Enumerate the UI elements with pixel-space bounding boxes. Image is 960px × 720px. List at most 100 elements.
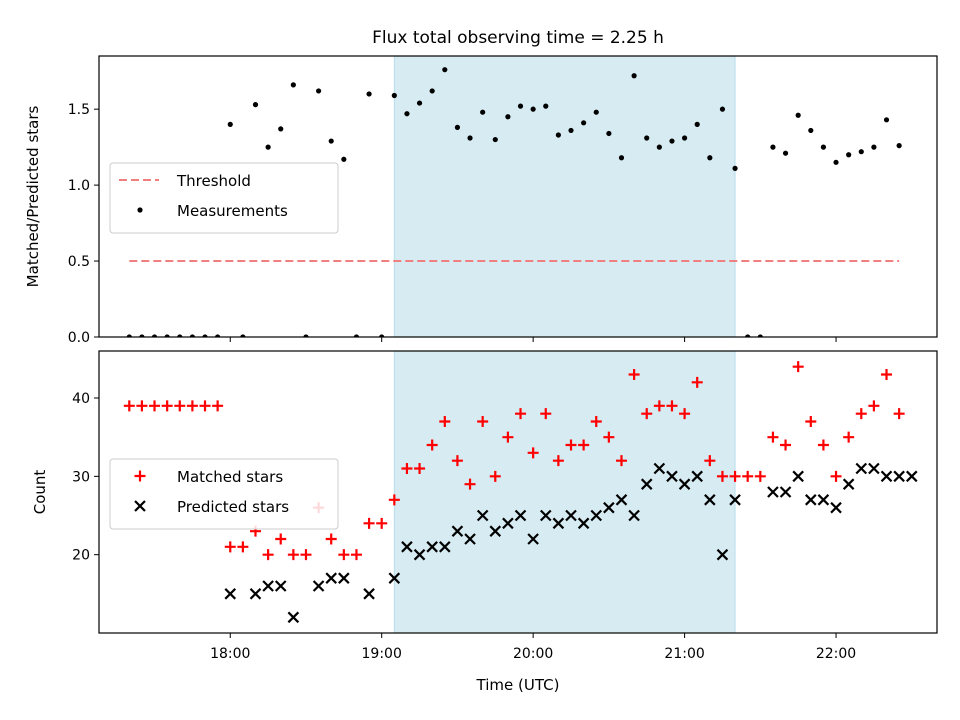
predicted-star-marker xyxy=(565,509,577,522)
matched-star-marker xyxy=(615,455,627,467)
data-point xyxy=(215,334,221,337)
matched-star-marker xyxy=(439,416,451,427)
matched-star-marker xyxy=(149,400,161,412)
data-point xyxy=(593,109,599,115)
predicted-star-marker xyxy=(628,509,640,522)
data-point xyxy=(656,144,662,150)
predicted-star-marker xyxy=(779,486,792,498)
predicted-star-marker xyxy=(830,501,842,514)
predicted-star-marker xyxy=(653,462,666,475)
matched-star-marker xyxy=(338,549,350,561)
matched-star-marker xyxy=(590,416,602,427)
matched-star-marker xyxy=(401,463,413,474)
matched-star-marker xyxy=(161,400,173,412)
matched-star-marker xyxy=(174,400,186,412)
predicted-star-marker xyxy=(224,588,237,600)
predicted-star-marker xyxy=(893,470,905,483)
matched-star-marker xyxy=(893,408,905,420)
axes-frame xyxy=(98,350,938,634)
data-point xyxy=(379,334,385,337)
data-point xyxy=(252,102,259,108)
matched-star-marker xyxy=(767,431,779,443)
observing-window-shade xyxy=(393,350,736,634)
legend-matched-swatch xyxy=(134,470,146,482)
predicted-star-marker xyxy=(413,548,426,561)
predicted-star-marker xyxy=(502,517,514,530)
top-panel: 0.0 0.5 1.0 1.5 Matched/Predicted stars Thres… xyxy=(24,55,938,346)
data-point xyxy=(202,334,208,337)
y-axis-label: Count xyxy=(31,470,49,515)
matched-star-marker xyxy=(628,369,640,380)
data-point xyxy=(404,111,410,117)
data-point xyxy=(782,150,789,156)
matched-star-marker xyxy=(578,439,590,451)
matched-star-marker xyxy=(136,400,148,412)
data-point xyxy=(517,103,524,109)
matched-star-marker xyxy=(287,549,299,561)
data-point xyxy=(530,106,536,112)
data-point xyxy=(480,109,486,115)
y-tick-label: 1.5 xyxy=(68,102,90,118)
x-tick-label: 18:00 xyxy=(210,646,250,662)
data-point xyxy=(644,135,650,141)
data-point xyxy=(442,67,448,73)
bottom-panel: 20 30 40 18:00 19:00 20:00 21:00 22:00 Count Time… xyxy=(31,350,938,694)
data-point xyxy=(492,136,498,143)
matched-star-marker xyxy=(275,533,287,545)
matched-star-marker xyxy=(527,447,539,459)
data-point xyxy=(606,130,612,137)
data-point xyxy=(139,334,145,337)
predicted-star-marker xyxy=(805,494,817,506)
data-point xyxy=(391,92,397,99)
x-axis-label: Time (UTC) xyxy=(476,676,560,694)
predicted-star-marker xyxy=(603,501,615,514)
data-point xyxy=(240,334,246,337)
data-point xyxy=(581,120,587,126)
matched-star-marker xyxy=(300,549,312,561)
data-point xyxy=(757,334,763,337)
y-tick-label: 0.5 xyxy=(68,254,90,270)
data-point xyxy=(467,135,473,141)
predicted-star-marker xyxy=(426,541,438,553)
predicted-star-marker xyxy=(880,470,893,483)
predicted-star-marker xyxy=(262,580,274,592)
matched-star-marker xyxy=(830,470,842,482)
matched-star-marker xyxy=(641,408,653,420)
data-point xyxy=(719,106,726,112)
matched-star-marker xyxy=(565,439,577,451)
matched-star-marker xyxy=(376,517,388,529)
matched-star-marker xyxy=(502,431,514,443)
data-point xyxy=(618,155,625,161)
x-tick-label: 22:00 xyxy=(816,646,856,662)
y-tick-label: 0.0 xyxy=(68,330,90,346)
matched-star-marker xyxy=(691,376,703,388)
predicted-star-marker xyxy=(464,533,476,545)
predicted-star-marker xyxy=(476,509,489,522)
predicted-star-marker xyxy=(489,525,502,537)
matched-star-marker xyxy=(754,470,766,482)
legend-predicted-swatch xyxy=(134,500,146,512)
data-point xyxy=(795,112,801,118)
data-point xyxy=(416,100,423,106)
predicted-star-marker xyxy=(552,517,565,530)
matched-star-marker xyxy=(464,478,476,490)
legend-label: Threshold xyxy=(176,172,251,190)
predicted-star-marker xyxy=(451,525,464,537)
matched-star-marker xyxy=(817,439,829,451)
predicted-star-marker xyxy=(868,462,880,475)
data-point xyxy=(341,156,347,162)
predicted-star-marker xyxy=(401,541,413,553)
data-point xyxy=(871,144,877,150)
matched-star-marker xyxy=(350,549,362,561)
predicted-star-marker xyxy=(338,572,350,584)
matched-star-marker xyxy=(540,408,552,420)
data-point xyxy=(568,127,574,134)
legend: Matched stars Predicted stars xyxy=(109,458,339,530)
data-point xyxy=(681,135,688,141)
predicted-star-marker xyxy=(527,533,539,545)
predicted-star-marker xyxy=(615,494,628,506)
predicted-star-marker xyxy=(640,478,653,490)
data-point xyxy=(177,334,183,337)
data-point xyxy=(278,126,284,132)
